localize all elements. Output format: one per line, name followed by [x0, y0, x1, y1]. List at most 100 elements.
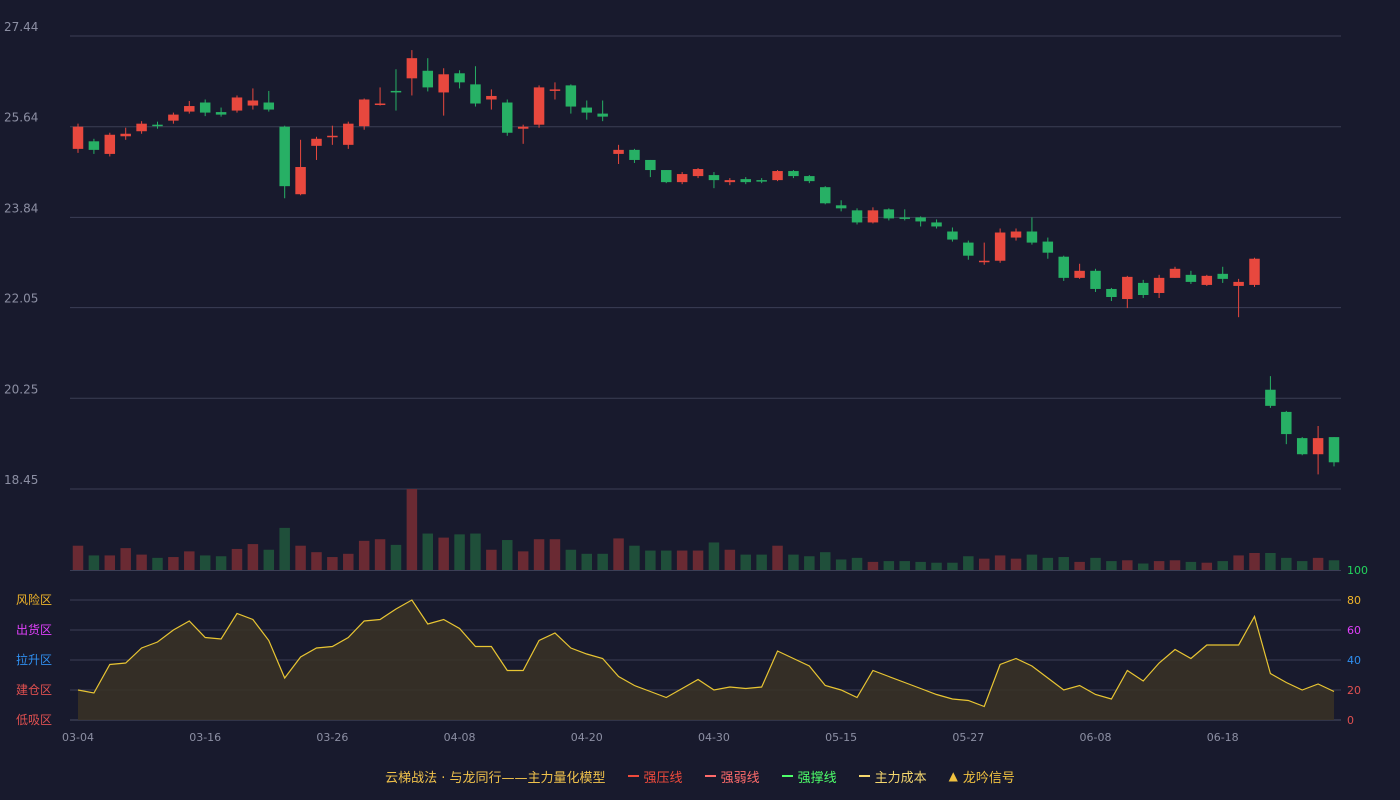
candle-body — [661, 170, 672, 183]
candle-body — [1328, 437, 1340, 463]
candle-body — [1296, 438, 1308, 455]
volume-bar — [915, 561, 926, 570]
candle-body — [1137, 282, 1149, 296]
volume-bar — [1281, 557, 1292, 570]
volume-bar — [851, 557, 863, 570]
y-tick-label: 18.45 — [4, 473, 38, 487]
volume-bar — [533, 539, 545, 570]
indicator-right-tick: 0 — [1347, 714, 1354, 727]
x-tick-label: 03-04 — [62, 731, 94, 744]
volume-bar — [1265, 552, 1276, 570]
candle-body — [406, 58, 418, 79]
candle-body — [1058, 256, 1069, 278]
candle-body — [1074, 270, 1085, 278]
volume-bar — [184, 551, 195, 570]
y-tick-label: 22.05 — [4, 292, 38, 306]
candle-body — [676, 174, 688, 183]
candle-body — [72, 126, 84, 149]
candle-body — [947, 231, 958, 240]
candle-body — [692, 169, 704, 177]
indicator-area — [78, 600, 1334, 720]
volume-bar — [1312, 557, 1324, 570]
indicator-right-tick: 80 — [1347, 594, 1361, 607]
candle-body — [199, 102, 211, 113]
candle-body — [549, 89, 561, 91]
zone-label: 风险区 — [16, 592, 52, 607]
legend-resistance-swatch — [627, 775, 639, 777]
candle-body — [517, 126, 529, 129]
legend-item-signal[interactable]: ▲ 龙吟信号 — [949, 767, 1015, 786]
volume-bar — [661, 550, 672, 570]
volume-bar — [1122, 560, 1133, 570]
candle-body — [247, 100, 259, 106]
y-tick-label: 27.44 — [4, 20, 38, 34]
volume-bar — [231, 548, 243, 570]
legend-item-support[interactable]: 强撑线 — [781, 767, 837, 786]
volume-bar — [502, 540, 513, 570]
candle-body — [215, 112, 227, 115]
volume-bar — [120, 548, 131, 570]
candle-body — [1281, 411, 1292, 435]
volume-bar — [978, 558, 990, 570]
volume-bar — [311, 552, 322, 570]
indicator-right-tick: 60 — [1347, 624, 1361, 637]
candle-body — [1233, 281, 1244, 286]
candle-body — [390, 90, 402, 93]
indicator-right-tick: 100 — [1347, 564, 1368, 577]
x-tick-label: 04-30 — [698, 731, 730, 744]
volume-bar — [963, 556, 974, 570]
x-tick-label: 05-27 — [952, 731, 984, 744]
x-tick-label: 06-08 — [1080, 731, 1112, 744]
candle-body — [486, 95, 497, 100]
volume-bar — [454, 534, 465, 570]
volume-bar — [374, 539, 386, 570]
candle-body — [740, 179, 751, 183]
y-tick-label: 20.25 — [4, 382, 38, 396]
volume-bar — [1201, 562, 1213, 570]
x-tick-label: 04-08 — [444, 731, 476, 744]
candle-body — [645, 159, 656, 171]
candle-body — [136, 123, 147, 132]
volume-bar — [899, 561, 910, 570]
volume-bar — [104, 555, 116, 570]
volume-bar — [358, 540, 370, 570]
candle-body — [1106, 288, 1117, 298]
candle-body — [120, 133, 131, 137]
candle-body — [1169, 268, 1181, 278]
candle-body — [835, 205, 847, 209]
candle-body — [1201, 275, 1213, 285]
candle-body — [788, 171, 799, 177]
legend-resistance-label: 强压线 — [643, 770, 683, 786]
legend-support-label: 强撑线 — [797, 770, 837, 786]
candle-body — [263, 102, 275, 110]
volume-bar — [676, 550, 688, 570]
candle-body — [502, 102, 513, 133]
volume-bar — [168, 557, 179, 570]
volume-bar — [645, 550, 656, 570]
volume-bar — [1217, 561, 1228, 570]
candle-body — [899, 217, 910, 219]
candle-body — [374, 103, 386, 106]
volume-bar — [883, 561, 895, 570]
chart-legend: 云梯战法 · 与龙同行——主力量化模型 强压线 强弱线 强撑线 主力成本 ▲ 龙… — [0, 764, 1400, 788]
legend-item-main-cost[interactable]: 主力成本 — [858, 767, 927, 786]
candle-body — [470, 84, 481, 104]
volume-bar — [295, 545, 306, 570]
volume-bar — [327, 557, 338, 570]
candle-body — [994, 232, 1006, 261]
legend-item-resistance[interactable]: 强压线 — [627, 767, 683, 786]
volume-bar — [788, 554, 799, 570]
volume-bar — [1153, 561, 1165, 570]
volume-bar — [1058, 557, 1069, 570]
volume-bar — [152, 557, 163, 570]
volume-bar — [867, 561, 879, 570]
zone-label: 低吸区 — [16, 713, 52, 727]
volume-bar — [1185, 561, 1197, 570]
candle-body — [883, 209, 895, 219]
volume-bar — [708, 542, 720, 570]
candle-body — [104, 134, 116, 154]
legend-item-strength[interactable]: 强弱线 — [704, 767, 760, 786]
volume-bar — [947, 562, 958, 570]
candle-body — [708, 175, 720, 181]
volume-bar — [343, 553, 354, 570]
